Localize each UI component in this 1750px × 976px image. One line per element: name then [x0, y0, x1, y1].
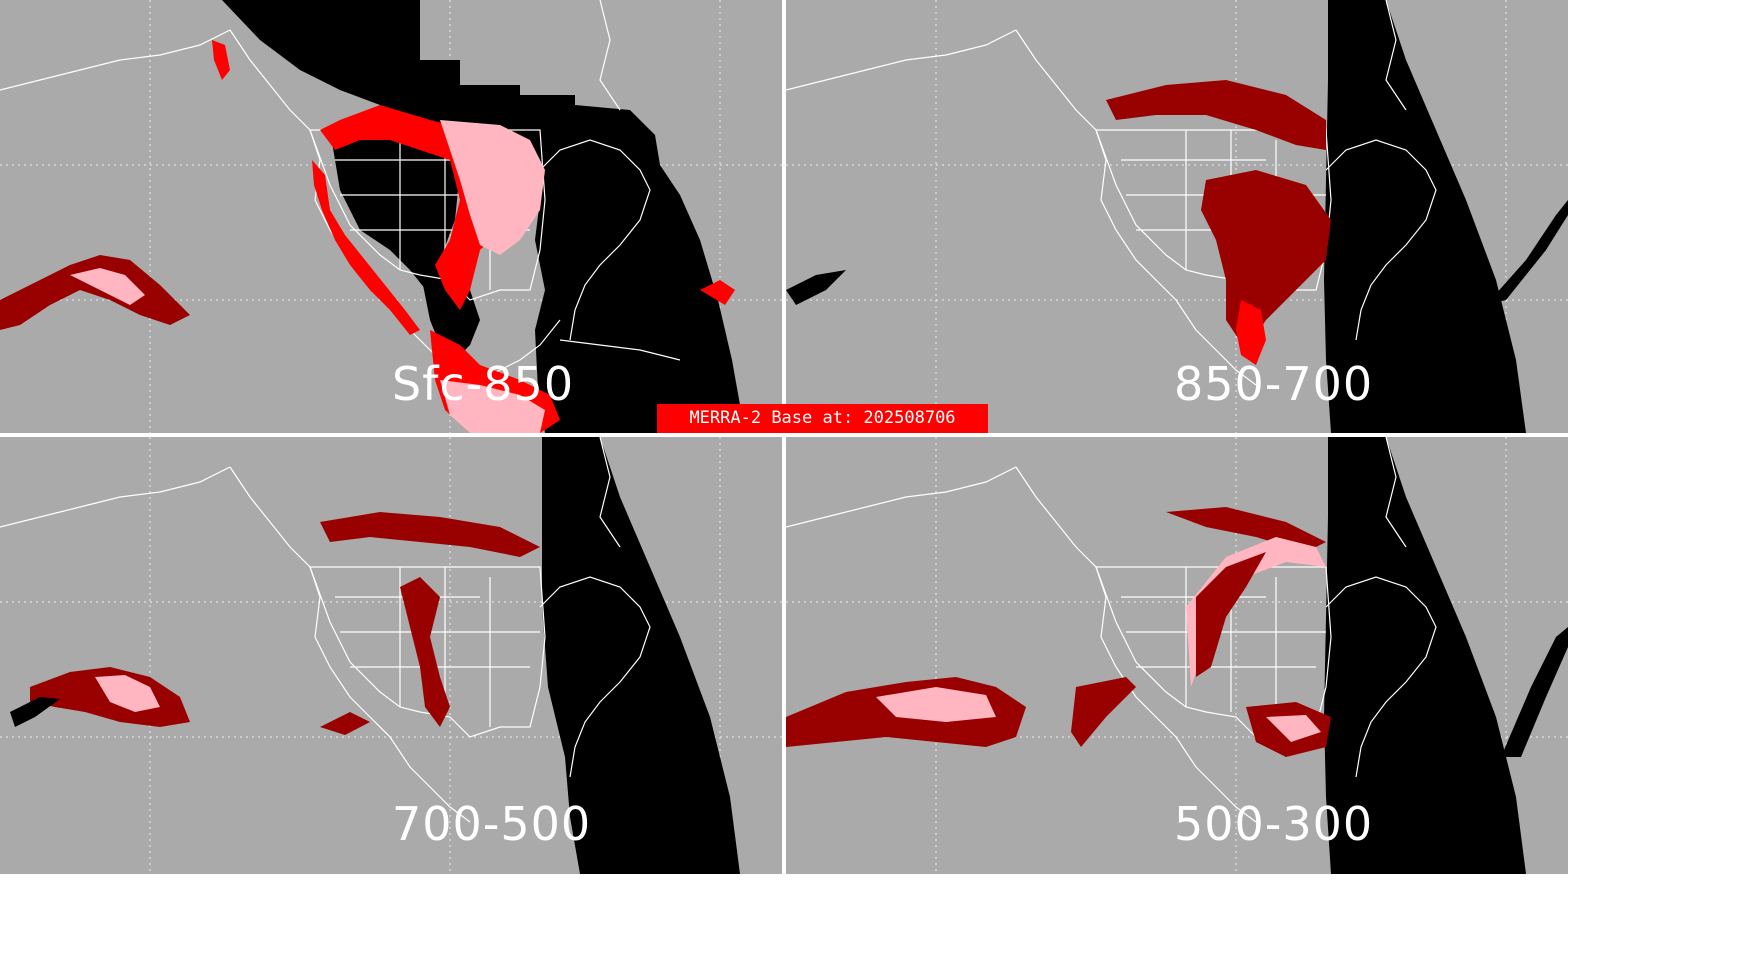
- precip-darkred-north: [1106, 80, 1326, 150]
- panel-sfc-850: Sfc-850: [0, 0, 782, 433]
- precip-pacific: [786, 270, 846, 305]
- precip-mexico-band: [1071, 677, 1136, 747]
- precip-red-westcoast: [312, 160, 420, 335]
- panel-map-850-700: [786, 0, 1568, 433]
- precip-pink-gulf: [440, 380, 545, 433]
- precip-jet-arc-darkred: [1196, 552, 1266, 677]
- precip-atlantic-streak: [1486, 200, 1568, 305]
- title-banner: MERRA-2 Base at: 202508706: [657, 404, 988, 433]
- precip-pacific-pink: [95, 675, 160, 712]
- precip-red-south: [1236, 300, 1266, 365]
- panel-map-sfc-850: [0, 0, 782, 433]
- panel-map-700-500: [0, 437, 782, 874]
- night-terminator: [1324, 0, 1526, 433]
- coastline-outlines: [0, 0, 681, 386]
- panel-700-500: 700-500: [0, 437, 782, 874]
- precip-pacific-storm: [0, 255, 190, 330]
- panel-map-500-300: [786, 437, 1568, 874]
- panel-500-300: 500-300: [786, 437, 1568, 874]
- panel-label-850-700: 850-700: [1174, 357, 1374, 411]
- precip-pacific-pink: [70, 268, 145, 305]
- precip-pacific-pink: [876, 687, 996, 722]
- panel-850-700: 850-700: [786, 0, 1568, 433]
- map-figure: Sfc-850: [0, 0, 1568, 874]
- panel-label-sfc-850: Sfc-850: [392, 357, 575, 411]
- night-atlantic-streak: [1501, 627, 1568, 757]
- precip-pink-plains: [440, 120, 545, 255]
- precip-gulf-pink: [1266, 715, 1321, 742]
- precip-atlantic: [700, 280, 735, 305]
- night-terminator: [1324, 437, 1526, 874]
- panel-label-500-300: 500-300: [1174, 797, 1374, 851]
- precip-north-band: [320, 512, 540, 557]
- graticule: [0, 437, 782, 874]
- night-west-coast: [330, 125, 460, 295]
- precip-darkred-plains: [1201, 170, 1331, 350]
- precip-plains-streaks: [400, 577, 450, 727]
- precip-alaska: [212, 40, 230, 80]
- precip-pacific-dark: [10, 697, 60, 727]
- coastline-outlines: [786, 437, 1437, 823]
- panel-label-700-500: 700-500: [392, 797, 592, 851]
- precip-mexico: [320, 712, 370, 735]
- night-region: [222, 0, 745, 433]
